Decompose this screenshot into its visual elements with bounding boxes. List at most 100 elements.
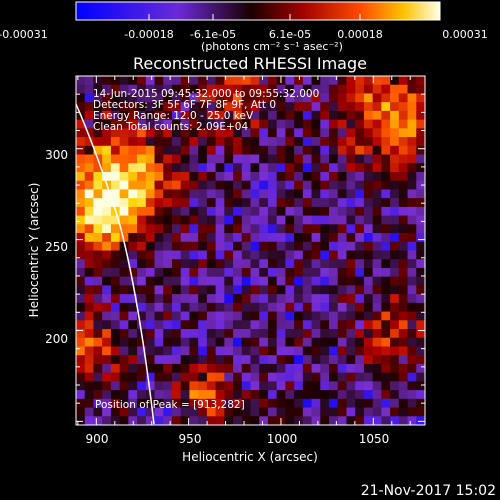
heatmap-cell — [337, 93, 347, 103]
heatmap-cell — [285, 311, 295, 321]
heatmap-cell — [276, 198, 286, 208]
heatmap-cell — [84, 407, 94, 417]
heatmap-cell — [206, 250, 217, 260]
y-tick-label: 250 — [45, 240, 68, 254]
heatmap-cell — [259, 224, 269, 234]
heatmap-cell — [145, 381, 155, 391]
heatmap-cell — [372, 119, 382, 129]
heatmap-cell — [241, 76, 251, 86]
heatmap-cell — [259, 206, 269, 217]
heatmap-cell — [76, 224, 86, 234]
heatmap-cell — [93, 76, 103, 86]
heatmap-cell — [276, 102, 286, 112]
heatmap-cell — [76, 154, 86, 164]
heatmap-cell — [363, 206, 374, 217]
heatmap-cell — [224, 145, 234, 155]
heatmap-cell — [189, 372, 199, 382]
heatmap-cell — [329, 198, 339, 208]
heatmap-cell — [329, 215, 339, 225]
heatmap-cell — [206, 407, 217, 417]
heatmap-cell — [224, 84, 234, 94]
heatmap-cell — [267, 110, 278, 121]
heatmap-cell — [215, 215, 225, 225]
heatmap-cell — [416, 224, 425, 234]
heatmap-cell — [102, 267, 112, 278]
heatmap-cell — [363, 285, 374, 295]
heatmap-cell — [363, 407, 374, 417]
heatmap-cell — [233, 285, 243, 295]
heatmap-cell — [119, 171, 129, 182]
heatmap-cell — [372, 337, 382, 347]
heatmap-cell — [215, 206, 225, 217]
heatmap-cell — [137, 407, 147, 417]
heatmap-cell — [390, 198, 400, 208]
heatmap-cell — [119, 302, 129, 312]
heatmap-cell — [363, 110, 374, 121]
heatmap-cell — [224, 267, 234, 278]
heatmap-cell — [363, 241, 374, 251]
heatmap-cell — [180, 390, 190, 400]
heatmap-cell — [110, 329, 121, 339]
heatmap-cell — [398, 224, 408, 234]
heatmap-cell — [84, 320, 94, 330]
heatmap-cell — [329, 302, 339, 312]
heatmap-cell — [145, 110, 155, 121]
heatmap-cell — [189, 329, 199, 339]
heatmap-cell — [171, 285, 182, 295]
axis-ticks — [76, 75, 425, 425]
heatmap-cell — [198, 355, 208, 365]
heatmap-cell — [346, 285, 356, 295]
heatmap-cell — [137, 76, 147, 86]
heatmap-cell — [294, 320, 304, 330]
heatmap-cell — [233, 346, 243, 356]
heatmap-cell — [416, 241, 425, 251]
heatmap-cell — [294, 241, 304, 251]
heatmap-cell — [381, 276, 391, 286]
heatmap-cell — [390, 119, 400, 129]
heatmap-cell — [285, 407, 295, 417]
heatmap-cell — [128, 398, 138, 408]
colorbar-ticks — [75, 14, 441, 20]
heatmap-cell — [215, 224, 225, 234]
heatmap-cell — [224, 154, 234, 164]
heatmap-cell — [285, 346, 295, 356]
heatmap-cell — [294, 363, 304, 374]
heatmap-cell — [233, 311, 243, 321]
heatmap-cell — [259, 110, 269, 121]
heatmap-cell — [180, 233, 190, 243]
heatmap-cell — [233, 76, 243, 86]
heatmap-cell — [145, 363, 155, 374]
heatmap-cell — [137, 381, 147, 391]
heatmap-cell — [320, 93, 330, 103]
heatmap-cell — [329, 206, 339, 217]
heatmap-cell — [355, 198, 365, 208]
heatmap-cell — [355, 110, 365, 121]
heatmap-cell — [407, 119, 417, 129]
heatmap-cell — [76, 285, 86, 295]
heatmap-cell — [154, 154, 164, 164]
heatmap-cell — [84, 171, 94, 182]
heatmap-cell — [398, 407, 408, 417]
heatmap-cell — [276, 302, 286, 312]
heatmap-cell — [198, 189, 208, 199]
heatmap-cell — [276, 407, 286, 417]
heatmap-cell — [337, 390, 347, 400]
heatmap-cell — [145, 337, 155, 347]
heatmap-cell — [267, 276, 278, 286]
heatmap-cell — [250, 241, 260, 251]
heatmap-cell — [128, 363, 138, 374]
heatmap-cell — [224, 329, 234, 339]
heatmap-cell — [337, 267, 347, 278]
heatmap-cell — [145, 276, 155, 286]
heatmap-cell — [154, 302, 164, 312]
heatmap-cell — [267, 84, 278, 94]
heatmap-cell — [276, 180, 286, 190]
heatmap-cell — [145, 302, 155, 312]
heatmap-cell — [102, 398, 112, 408]
heatmap-cell — [320, 154, 330, 164]
heatmap-cell — [198, 337, 208, 347]
heatmap-cell — [93, 189, 103, 199]
heatmap-cell — [407, 128, 417, 138]
heatmap-cell — [250, 250, 260, 260]
heatmap-cell — [102, 145, 112, 155]
